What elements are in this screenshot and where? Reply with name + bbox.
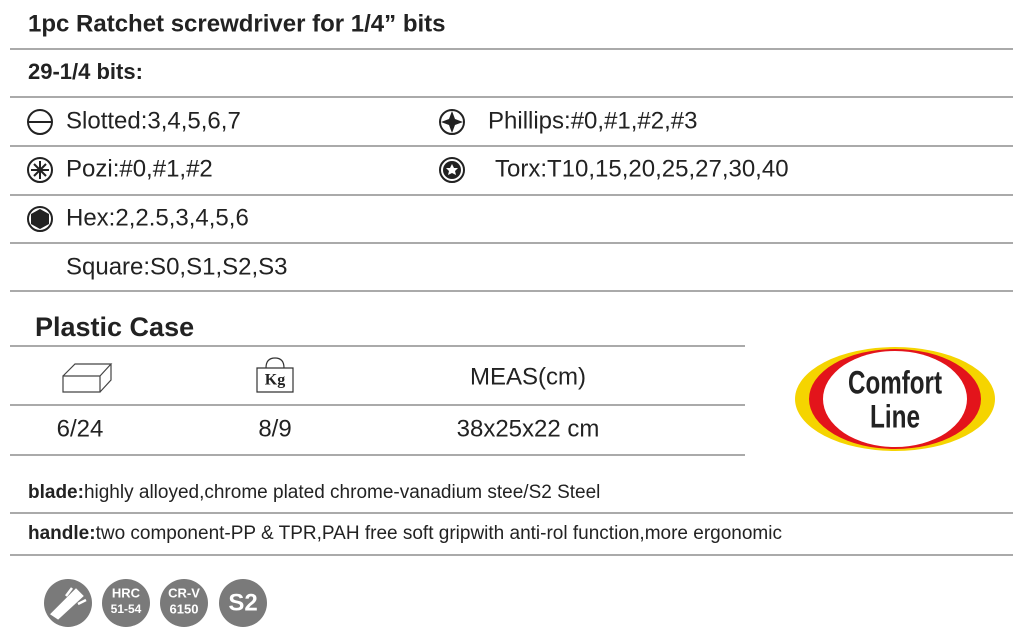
table-cell: 8/9 bbox=[258, 415, 291, 442]
hex-icon bbox=[27, 206, 53, 232]
forged-badge bbox=[44, 579, 92, 627]
badge-text: CR-V bbox=[168, 585, 200, 600]
slotted-icon bbox=[27, 109, 53, 135]
badge-text: HRC bbox=[112, 585, 141, 600]
logo-text: Comfort bbox=[848, 364, 942, 400]
weight-icon: Kg bbox=[256, 357, 294, 393]
bits-heading: 29-1/4 bits: bbox=[28, 59, 143, 84]
badge-text: S2 bbox=[228, 589, 257, 616]
bit-spec: Torx:T10,15,20,25,27,30,40 bbox=[495, 155, 789, 182]
bit-spec: Pozi:#0,#1,#2 bbox=[66, 155, 213, 182]
bit-spec: Square:S0,S1,S2,S3 bbox=[66, 253, 287, 280]
bit-spec: Phillips:#0,#1,#2,#3 bbox=[488, 107, 697, 134]
handle-spec: handle:two component-PP & TPR,PAH free s… bbox=[28, 523, 782, 544]
spec-label: blade: bbox=[28, 482, 84, 503]
comfort-line-logo: Comfort Line bbox=[795, 347, 995, 451]
case-heading: Plastic Case bbox=[35, 312, 194, 342]
spec-text: highly alloyed,chrome plated chrome-vana… bbox=[84, 482, 600, 503]
spec-label: handle: bbox=[28, 523, 96, 544]
torx-icon bbox=[439, 157, 465, 183]
crv-badge: CR-V 6150 bbox=[160, 579, 208, 627]
box-icon bbox=[62, 363, 113, 393]
table-header: MEAS(cm) bbox=[470, 363, 586, 390]
title: 1pc Ratchet screwdriver for 1/4” bits bbox=[28, 10, 446, 37]
badge-text: 51-54 bbox=[111, 602, 142, 616]
s2-badge: S2 bbox=[219, 579, 267, 627]
hrc-badge: HRC 51-54 bbox=[102, 579, 150, 627]
spec-text: two component-PP & TPR,PAH free soft gri… bbox=[96, 523, 782, 544]
bit-spec: Slotted:3,4,5,6,7 bbox=[66, 107, 241, 134]
bit-spec: Hex:2,2.5,3,4,5,6 bbox=[66, 204, 249, 231]
phillips-icon bbox=[439, 109, 465, 135]
blade-spec: blade:highly alloyed,chrome plated chrom… bbox=[28, 482, 600, 503]
pozi-icon bbox=[27, 157, 53, 183]
logo-text: Line bbox=[870, 398, 920, 434]
weight-label: Kg bbox=[265, 372, 285, 389]
table-cell: 38x25x22 cm bbox=[457, 415, 600, 442]
table-cell: 6/24 bbox=[57, 415, 104, 442]
badge-text: 6150 bbox=[170, 601, 199, 616]
